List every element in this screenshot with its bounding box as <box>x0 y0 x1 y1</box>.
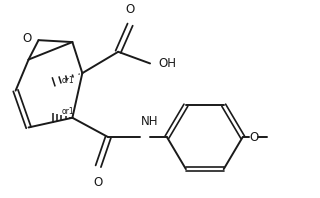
Text: O: O <box>125 3 135 16</box>
Text: O: O <box>94 176 103 189</box>
Text: O: O <box>249 131 258 144</box>
Text: NH: NH <box>140 115 158 129</box>
Text: OH: OH <box>158 57 176 70</box>
Text: or1: or1 <box>62 108 75 116</box>
Text: or1: or1 <box>62 76 75 85</box>
Text: O: O <box>22 32 31 45</box>
